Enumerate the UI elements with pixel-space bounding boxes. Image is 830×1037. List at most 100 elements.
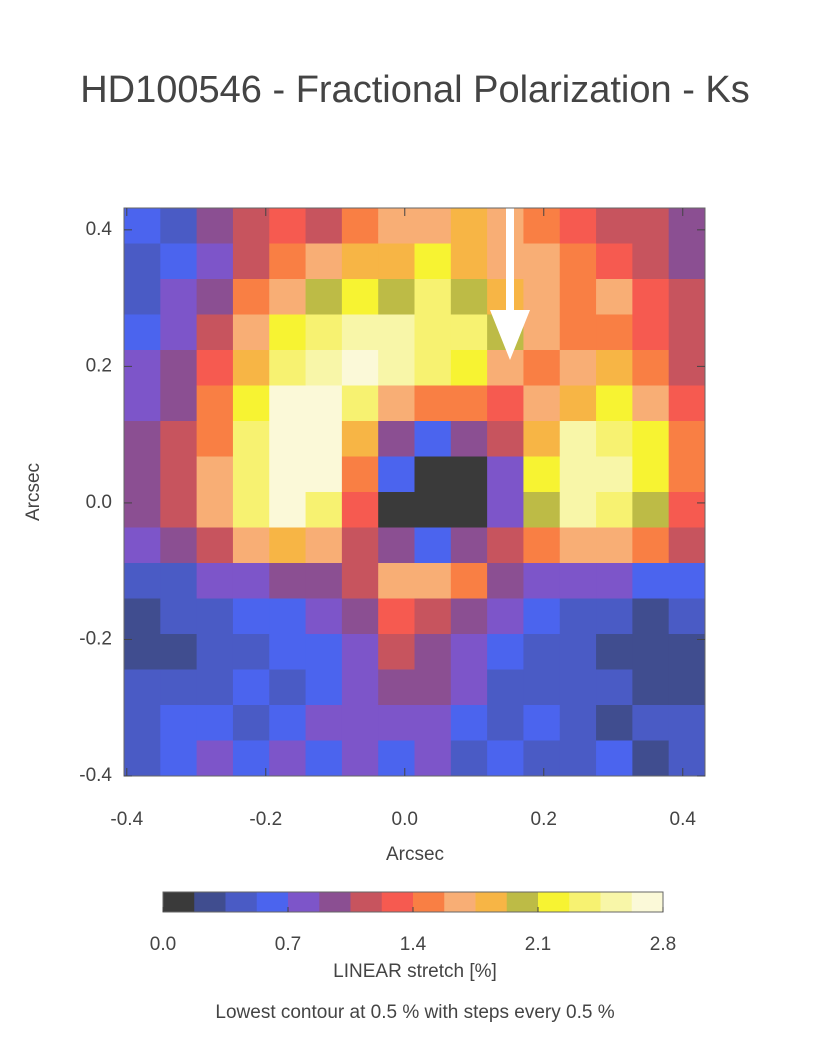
heat-cell bbox=[378, 740, 415, 777]
colorbar-label: LINEAR stretch [%] bbox=[333, 961, 497, 982]
heat-cell bbox=[341, 456, 379, 493]
heat-cell bbox=[414, 243, 452, 280]
heat-cell bbox=[450, 669, 488, 706]
heat-cell bbox=[232, 705, 270, 741]
heat-cell bbox=[559, 740, 597, 777]
heat-cell bbox=[596, 492, 633, 528]
colorbar-swatch bbox=[381, 892, 414, 912]
x-tick-label: 0.2 bbox=[531, 809, 557, 830]
heat-cell bbox=[596, 385, 633, 422]
heat-cell bbox=[632, 208, 670, 244]
heat-cell bbox=[160, 527, 198, 564]
heat-cell bbox=[232, 314, 270, 351]
heat-cell bbox=[596, 421, 633, 457]
heat-cell bbox=[160, 492, 198, 528]
heat-cell bbox=[559, 208, 597, 244]
heat-cell bbox=[196, 527, 234, 564]
heat-cell bbox=[160, 314, 198, 351]
heat-cell bbox=[269, 350, 307, 386]
heat-cell bbox=[414, 598, 452, 635]
colorbar-tick-label: 1.4 bbox=[400, 934, 427, 955]
heat-cell bbox=[124, 421, 161, 457]
heat-cell bbox=[232, 598, 270, 635]
heat-cell bbox=[305, 421, 343, 457]
heat-cell bbox=[632, 705, 670, 741]
heat-cell bbox=[668, 669, 706, 706]
heat-cell bbox=[160, 598, 198, 635]
heat-cell bbox=[450, 350, 488, 386]
heat-cell bbox=[450, 527, 488, 564]
y-tick-label: 0.4 bbox=[86, 219, 113, 240]
y-tick-label: -0.2 bbox=[79, 628, 112, 649]
heat-cell bbox=[341, 598, 379, 635]
heat-cell bbox=[487, 634, 524, 670]
heat-cell bbox=[596, 314, 633, 351]
heat-cell bbox=[632, 456, 670, 493]
heat-cell bbox=[632, 598, 670, 635]
heat-cell bbox=[414, 385, 452, 422]
heat-cell bbox=[341, 421, 379, 457]
heat-cell bbox=[559, 243, 597, 280]
heat-cell bbox=[160, 669, 198, 706]
heat-cell bbox=[378, 456, 415, 493]
heat-cell bbox=[269, 740, 307, 777]
heat-cell bbox=[450, 314, 488, 351]
heat-cell bbox=[341, 527, 379, 564]
heat-cell bbox=[487, 740, 524, 777]
heat-cell bbox=[523, 563, 561, 599]
heat-cell bbox=[269, 456, 307, 493]
heat-cell bbox=[378, 208, 415, 244]
x-tick-label: -0.4 bbox=[110, 809, 143, 830]
heat-cell bbox=[341, 279, 379, 315]
heat-cell bbox=[305, 527, 343, 564]
heat-cell bbox=[523, 740, 561, 777]
heat-cell bbox=[596, 634, 633, 670]
heat-cell bbox=[668, 385, 706, 422]
heat-cell bbox=[596, 598, 633, 635]
heat-cell bbox=[160, 705, 198, 741]
heat-cell bbox=[414, 492, 452, 528]
colorbar-swatch bbox=[163, 892, 195, 912]
heat-cell bbox=[559, 421, 597, 457]
heat-cell bbox=[450, 563, 488, 599]
heat-cell bbox=[523, 669, 561, 706]
heat-cell bbox=[596, 669, 633, 706]
x-tick-label: 0.0 bbox=[392, 809, 418, 830]
heat-cell bbox=[196, 385, 234, 422]
heat-cell bbox=[378, 598, 415, 635]
heat-cell bbox=[414, 527, 452, 564]
heat-cell bbox=[596, 208, 633, 244]
heat-cell bbox=[487, 563, 524, 599]
heat-cell bbox=[305, 279, 343, 315]
heat-cell bbox=[378, 527, 415, 564]
heat-cell bbox=[414, 669, 452, 706]
heat-cell bbox=[196, 350, 234, 386]
heat-cell bbox=[378, 350, 415, 386]
heat-cell bbox=[523, 243, 561, 280]
heat-cell bbox=[196, 243, 234, 280]
heat-cell bbox=[487, 456, 524, 493]
heat-cell bbox=[305, 740, 343, 777]
heat-cell bbox=[196, 314, 234, 351]
heat-cell bbox=[305, 563, 343, 599]
heat-cell bbox=[596, 527, 633, 564]
heat-cell bbox=[596, 456, 633, 493]
heat-cell bbox=[269, 385, 307, 422]
heat-cell bbox=[196, 563, 234, 599]
heat-cell bbox=[305, 314, 343, 351]
heat-cell bbox=[487, 208, 524, 244]
heat-cell bbox=[450, 243, 488, 280]
heat-cell bbox=[196, 208, 234, 244]
y-tick-label: -0.4 bbox=[79, 765, 112, 786]
heat-cell bbox=[668, 492, 706, 528]
arrow bbox=[490, 205, 530, 360]
heat-cell bbox=[596, 243, 633, 280]
heat-cell bbox=[450, 705, 488, 741]
heat-cell bbox=[668, 563, 706, 599]
heat-cell bbox=[414, 421, 452, 457]
heat-cell bbox=[596, 740, 633, 777]
heat-cell bbox=[632, 421, 670, 457]
heat-cell bbox=[559, 492, 597, 528]
heat-cell bbox=[450, 456, 488, 493]
